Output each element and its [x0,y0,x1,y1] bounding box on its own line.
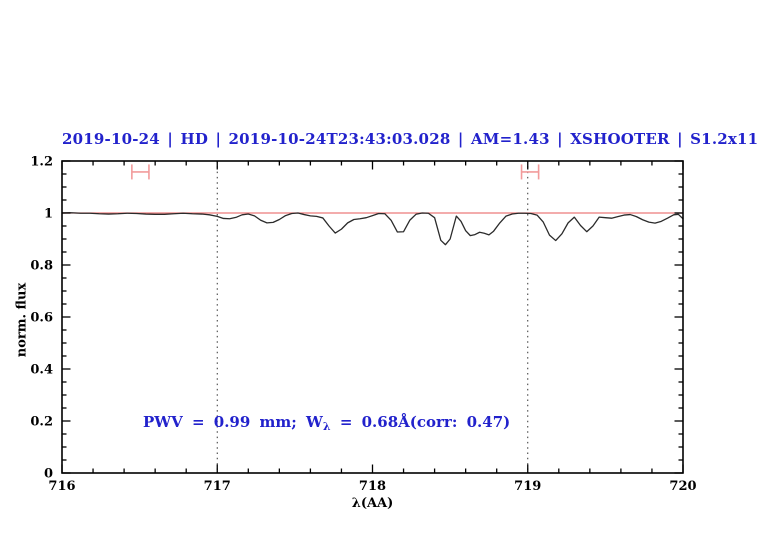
y-tick-label: 0 [44,467,53,482]
x-tick-label: 720 [669,479,696,494]
x-tick-label: 716 [48,479,75,494]
x-tick-label: 717 [204,479,231,494]
spectrum-trace [61,212,684,246]
x-tick-label: 718 [359,479,386,494]
y-tick-label: 0.8 [30,259,53,274]
x-axis-label: λ(AA) [351,496,394,511]
y-axis-label: norm. flux [14,282,30,358]
pwv-annotation-text: PWV = 0.99 mm; W [143,413,323,431]
y-tick-label: 1.2 [30,155,53,170]
y-tick-label: 1 [44,207,53,222]
telluric-range-marker [520,164,540,180]
y-tick-label: 0.2 [30,415,53,430]
pwv-annotation-value: = 0.68Å(corr: 0.47) [330,413,511,431]
y-tick-label: 0.4 [30,363,53,378]
plot-title: 2019-10-24 | HD | 2019-10-24T23:43:03.02… [62,130,759,148]
y-tick-label: 0.6 [30,311,53,326]
pwv-annotation: PWV = 0.99 mm; Wλ = 0.68Å(corr: 0.47) [143,413,510,433]
lambda-subscript: λ [322,420,331,433]
telluric-range-marker [131,164,150,180]
x-tick-label: 719 [514,479,541,494]
